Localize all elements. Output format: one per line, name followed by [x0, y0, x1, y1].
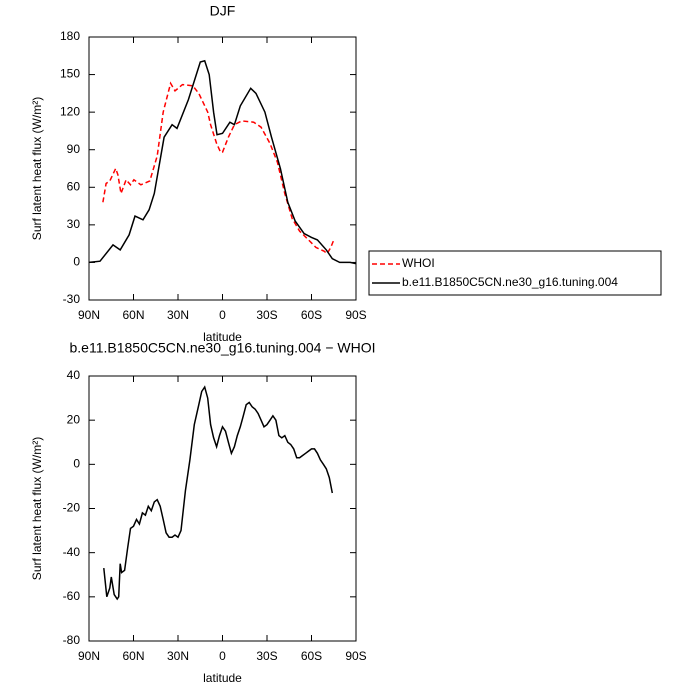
y-tick-label: -30 [63, 292, 81, 306]
legend-box [368, 250, 662, 296]
y-tick-label: 0 [73, 255, 80, 269]
y-axis-label: Surf latent heat flux (W/m²) [30, 97, 44, 240]
x-tick-label: 60S [301, 308, 322, 322]
x-tick-label: 30N [167, 649, 189, 663]
chart-title: DJF [210, 3, 236, 19]
x-tick-label: 90S [345, 308, 366, 322]
x-tick-label: 30N [167, 308, 189, 322]
x-tick-label: 90S [345, 649, 366, 663]
x-tick-label: 90N [78, 308, 100, 322]
x-tick-label: 60N [122, 649, 144, 663]
plot-frame [88, 36, 357, 301]
x-tick-label: 60S [301, 649, 322, 663]
y-tick-label: -40 [63, 545, 81, 559]
y-tick-label: 150 [60, 67, 80, 81]
legend-label: WHOI [402, 256, 435, 270]
legend-label: b.e11.B1850C5CN.ne30_g16.tuning.004 [402, 275, 618, 289]
y-tick-label: 0 [73, 457, 80, 471]
x-tick-label: 90N [78, 649, 100, 663]
plot-frame [88, 375, 357, 642]
y-tick-label: 120 [60, 104, 80, 118]
x-tick-label: 30S [256, 308, 277, 322]
data-line [102, 81, 335, 255]
data-line [88, 59, 357, 265]
x-tick-label: 60N [122, 308, 144, 322]
x-axis-label: latitude [203, 671, 242, 685]
y-tick-label: 30 [67, 217, 81, 231]
y-tick-label: -60 [63, 589, 81, 603]
y-tick-label: 20 [67, 412, 81, 426]
y-tick-label: 60 [67, 179, 81, 193]
x-axis-label: latitude [203, 330, 242, 344]
y-tick-label: -80 [63, 633, 81, 647]
chart-title: b.e11.B1850C5CN.ne30_g16.tuning.004 − WH… [69, 340, 375, 356]
x-tick-label: 0 [219, 649, 226, 663]
x-tick-label: 0 [219, 308, 226, 322]
y-tick-label: -20 [63, 501, 81, 515]
y-tick-label: 40 [67, 368, 81, 382]
y-tick-label: 90 [67, 142, 81, 156]
y-tick-label: 180 [60, 29, 80, 43]
x-tick-label: 30S [256, 649, 277, 663]
y-axis-label: Surf latent heat flux (W/m²) [30, 437, 44, 580]
data-line [103, 385, 334, 601]
